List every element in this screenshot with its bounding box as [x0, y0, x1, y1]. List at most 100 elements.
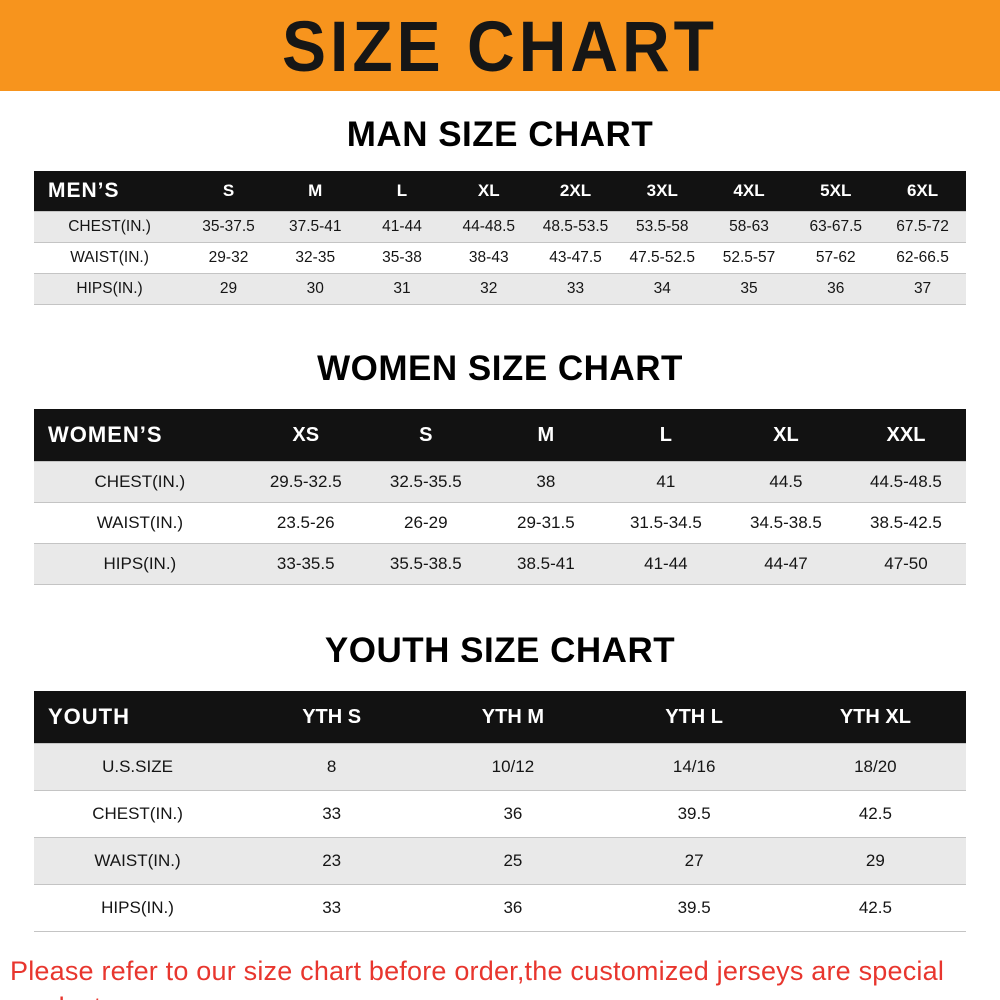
size-cell: 36	[792, 273, 880, 305]
size-cell: 37.5-41	[271, 211, 359, 243]
table-row: CHEST(IN.) 35-37.5 37.5-41 41-44 44-48.5 48.5…	[34, 211, 966, 243]
size-cell: 39.5	[603, 884, 785, 932]
column-header: YTH XL	[784, 691, 966, 744]
column-header: XL	[725, 409, 846, 462]
size-cell: 29-31.5	[485, 502, 606, 544]
size-cell: 37	[879, 273, 966, 305]
size-cell: 38-43	[445, 242, 533, 274]
column-header: 4XL	[705, 171, 793, 212]
size-cell: 39.5	[603, 790, 785, 838]
size-cell: 38.5-41	[485, 543, 606, 585]
size-cell: 8	[241, 743, 423, 791]
column-header: YTH L	[603, 691, 785, 744]
size-cell: 38	[485, 461, 606, 503]
size-cell: 34.5-38.5	[725, 502, 846, 544]
column-header: XXL	[845, 409, 966, 462]
size-cell: 67.5-72	[879, 211, 966, 243]
size-cell: 35	[705, 273, 793, 305]
row-label: WAIST(IN.)	[34, 502, 246, 544]
size-cell: 29	[185, 273, 272, 305]
column-header: YTH S	[241, 691, 423, 744]
table-title-cell: WOMEN’S	[34, 409, 246, 462]
table-header-row: MEN’S S M L XL 2XL 3XL 4XL 5XL 6XL	[34, 171, 966, 212]
size-cell: 32	[445, 273, 533, 305]
size-cell: 33	[241, 884, 423, 932]
table-title-cell: YOUTH	[34, 691, 242, 744]
size-cell: 31.5-34.5	[605, 502, 726, 544]
size-cell: 38.5-42.5	[845, 502, 966, 544]
size-cell: 35-37.5	[185, 211, 272, 243]
size-cell: 29	[784, 837, 966, 885]
column-header: 3XL	[618, 171, 706, 212]
size-cell: 10/12	[422, 743, 604, 791]
size-cell: 41-44	[605, 543, 726, 585]
row-label: CHEST(IN.)	[34, 211, 186, 243]
column-header: YTH M	[422, 691, 604, 744]
column-header: XS	[245, 409, 366, 462]
size-cell: 33	[241, 790, 423, 838]
size-cell: 30	[271, 273, 359, 305]
size-cell: 23.5-26	[245, 502, 366, 544]
size-cell: 41	[605, 461, 726, 503]
size-cell: 42.5	[784, 884, 966, 932]
size-cell: 26-29	[365, 502, 486, 544]
man-size-table: MEN’S S M L XL 2XL 3XL 4XL 5XL 6XL CHEST(IN.) 35-37…	[34, 171, 966, 305]
size-cell: 25	[422, 837, 604, 885]
size-cell: 36	[422, 884, 604, 932]
size-cell: 63-67.5	[792, 211, 880, 243]
youth-size-table: YOUTH YTH S YTH M YTH L YTH XL U.S.SIZE 8 10/12…	[34, 691, 966, 932]
size-cell: 29.5-32.5	[245, 461, 366, 503]
table-title-cell: MEN’S	[34, 171, 186, 212]
size-cell: 41-44	[358, 211, 446, 243]
size-cell: 58-63	[705, 211, 793, 243]
youth-chart-heading: YOUTH SIZE CHART	[324, 631, 676, 670]
column-header: S	[185, 171, 272, 212]
size-cell: 43-47.5	[532, 242, 619, 274]
column-header: L	[605, 409, 726, 462]
row-label: WAIST(IN.)	[34, 242, 186, 274]
column-header: 5XL	[792, 171, 880, 212]
size-cell: 36	[422, 790, 604, 838]
table-row: U.S.SIZE 8 10/12 14/16 18/20	[34, 743, 966, 791]
size-cell: 32.5-35.5	[365, 461, 486, 503]
size-cell: 44.5-48.5	[845, 461, 966, 503]
page-title: SIZE CHART	[282, 5, 718, 86]
table-header-row: YOUTH YTH S YTH M YTH L YTH XL	[34, 691, 966, 744]
size-cell: 14/16	[603, 743, 785, 791]
size-cell: 44-48.5	[445, 211, 533, 243]
size-cell: 52.5-57	[705, 242, 793, 274]
size-cell: 57-62	[792, 242, 880, 274]
banner: SIZE CHART	[0, 0, 1000, 91]
table-row: CHEST(IN.) 29.5-32.5 32.5-35.5 38 41 44.5 44.5…	[34, 461, 966, 503]
size-cell: 35-38	[358, 242, 446, 274]
column-header: XL	[445, 171, 533, 212]
row-label: HIPS(IN.)	[34, 273, 186, 305]
column-header: 2XL	[532, 171, 619, 212]
column-header: 6XL	[879, 171, 966, 212]
size-cell: 29-32	[185, 242, 272, 274]
size-cell: 47-50	[845, 543, 966, 585]
row-label: WAIST(IN.)	[34, 837, 242, 885]
table-row: WAIST(IN.) 23 25 27 29	[34, 837, 966, 885]
table-row: WAIST(IN.) 23.5-26 26-29 29-31.5 31.5-34.5 34…	[34, 502, 966, 544]
size-cell: 62-66.5	[879, 242, 966, 274]
size-cell: 35.5-38.5	[365, 543, 486, 585]
row-label: HIPS(IN.)	[34, 884, 242, 932]
size-cell: 34	[618, 273, 706, 305]
table-row: CHEST(IN.) 33 36 39.5 42.5	[34, 790, 966, 838]
size-cell: 48.5-53.5	[532, 211, 619, 243]
size-cell: 23	[241, 837, 423, 885]
table-row: WAIST(IN.) 29-32 32-35 35-38 38-43 43-47.5 47.…	[34, 242, 966, 274]
column-header: M	[271, 171, 359, 212]
row-label: U.S.SIZE	[34, 743, 242, 791]
column-header: L	[358, 171, 446, 212]
table-row: HIPS(IN.) 33 36 39.5 42.5	[34, 884, 966, 932]
size-cell: 53.5-58	[618, 211, 706, 243]
size-cell: 18/20	[784, 743, 966, 791]
table-header-row: WOMEN’S XS S M L XL XXL	[34, 409, 966, 462]
size-cell: 47.5-52.5	[618, 242, 706, 274]
disclaimer-line-1: Please refer to our size chart before or…	[10, 956, 945, 1000]
column-header: S	[365, 409, 486, 462]
size-cell: 33-35.5	[245, 543, 366, 585]
